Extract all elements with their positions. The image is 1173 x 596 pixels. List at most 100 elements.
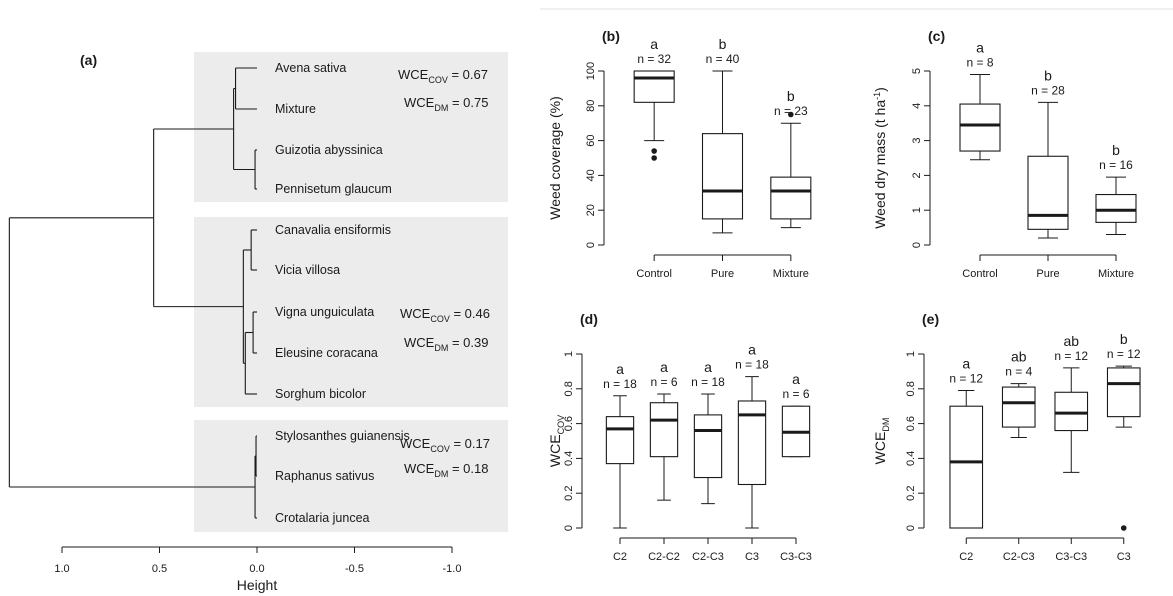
y-axis-title: Weed dry mass (t ha-1): [872, 87, 888, 229]
sample-size-label: n = 28: [1031, 83, 1065, 97]
box-Control: [960, 74, 1000, 159]
iqr-box: [1028, 156, 1068, 229]
x-tick-label: Pure: [711, 268, 734, 280]
y-tick-label: 100: [585, 62, 597, 80]
x-tick-label: C2: [959, 551, 973, 563]
x-tick-label: C3-C3: [1055, 551, 1087, 563]
y-tick-label: 80: [585, 100, 597, 112]
significance-letter: b: [1120, 331, 1128, 347]
iqr-box: [634, 71, 674, 102]
sample-size-label: n = 12: [949, 372, 983, 386]
box-Control: [634, 71, 674, 161]
y-tick-label: 1: [911, 207, 923, 213]
outlier-point: [651, 155, 657, 161]
iqr-box: [1096, 195, 1136, 223]
box-Pure: [703, 71, 743, 233]
species-label: Canavalia ensiformis: [275, 223, 391, 237]
panel-label: (d): [580, 311, 598, 327]
x-tick-label: 0.5: [152, 563, 167, 575]
iqr-box: [1055, 392, 1088, 430]
sample-size-label: n = 4: [1005, 365, 1032, 379]
significance-letter: b: [1112, 142, 1120, 158]
x-tick-label: -0.5: [345, 563, 364, 575]
significance-letter: a: [748, 342, 756, 358]
x-tick-label: C3: [745, 551, 759, 563]
x-tick-label: Mixture: [1098, 268, 1134, 280]
y-tick-label: 0: [563, 525, 575, 531]
significance-letter: a: [792, 371, 800, 387]
x-tick-label: C3: [1117, 551, 1131, 563]
y-tick-label: 0.4: [905, 451, 917, 466]
x-axis-title: Height: [237, 577, 278, 593]
sample-size-label: n = 12: [1107, 347, 1141, 361]
species-label: Mixture: [275, 102, 316, 116]
x-tick-label: Control: [636, 268, 671, 280]
sample-size-label: n = 18: [735, 358, 769, 372]
x-tick-label: C3-C3: [780, 551, 812, 563]
panel-label: (e): [922, 311, 939, 327]
box-C3-C3: [1055, 368, 1088, 472]
sample-size-label: n = 23: [774, 104, 808, 118]
significance-letter: a: [704, 359, 712, 375]
x-tick-label: -1.0: [443, 563, 462, 575]
y-tick-label: 0.2: [905, 486, 917, 501]
x-tick-label: Mixture: [773, 268, 809, 280]
box-C2-C3: [1002, 384, 1035, 438]
y-tick-label: 0: [911, 242, 923, 248]
y-tick-label: 0.2: [563, 486, 575, 501]
significance-letter: ab: [1011, 349, 1027, 365]
iqr-box: [771, 177, 811, 219]
species-label: Pennisetum glaucum: [275, 182, 392, 196]
box-Mixture: [1096, 177, 1136, 234]
sample-size-label: n = 40: [706, 52, 740, 66]
y-tick-label: 1: [563, 351, 575, 357]
x-tick-label: 1.0: [54, 563, 69, 575]
x-tick-label: C2-C3: [1003, 551, 1035, 563]
sample-size-label: n = 6: [650, 375, 677, 389]
iqr-box: [960, 104, 1000, 151]
significance-letter: a: [962, 356, 970, 372]
species-label: Eleusine coracana: [275, 346, 378, 360]
box-C3: [738, 377, 765, 528]
x-tick-label: C2-C2: [648, 551, 680, 563]
sample-size-label: n = 18: [691, 375, 725, 389]
y-tick-label: 40: [585, 169, 597, 181]
y-tick-label: 2: [911, 172, 923, 178]
y-tick-label: 5: [911, 68, 923, 74]
y-tick-label: 4: [911, 103, 923, 109]
sample-size-label: n = 32: [637, 52, 671, 66]
species-label: Vicia villosa: [275, 263, 340, 277]
dendrogram-panel: (a) Avena sativa Mixture Guizotia abyssinic…: [9, 52, 508, 593]
y-tick-label: 3: [911, 138, 923, 144]
species-label: Crotalaria juncea: [275, 511, 370, 525]
box-C2-C3: [694, 394, 721, 504]
iqr-box: [650, 403, 677, 457]
species-label: Raphanus sativus: [275, 469, 374, 483]
y-tick-label: 60: [585, 134, 597, 146]
box-C2: [950, 391, 983, 528]
sample-size-label: n = 6: [782, 387, 809, 401]
iqr-box: [694, 415, 721, 478]
significance-letter: b: [1044, 67, 1052, 83]
x-tick-label: C2-C3: [692, 551, 724, 563]
y-axis-title: Weed coverage (%): [547, 96, 563, 219]
box-C2-C2: [650, 394, 677, 500]
sample-size-label: n = 16: [1099, 158, 1133, 172]
y-tick-label: 0.8: [563, 381, 575, 396]
y-tick-label: 0: [585, 242, 597, 248]
x-tick-label: 0.0: [249, 563, 264, 575]
species-label: Stylosanthes guianensis: [275, 429, 410, 443]
outlier-point: [1121, 525, 1127, 531]
species-label: Vigna unguiculata: [275, 305, 374, 319]
significance-letter: a: [650, 36, 658, 52]
y-tick-label: 1: [905, 351, 917, 357]
sample-size-label: n = 8: [966, 55, 993, 69]
iqr-box: [1107, 368, 1140, 417]
box-C2: [606, 396, 633, 528]
panel-label: (b): [602, 28, 620, 44]
